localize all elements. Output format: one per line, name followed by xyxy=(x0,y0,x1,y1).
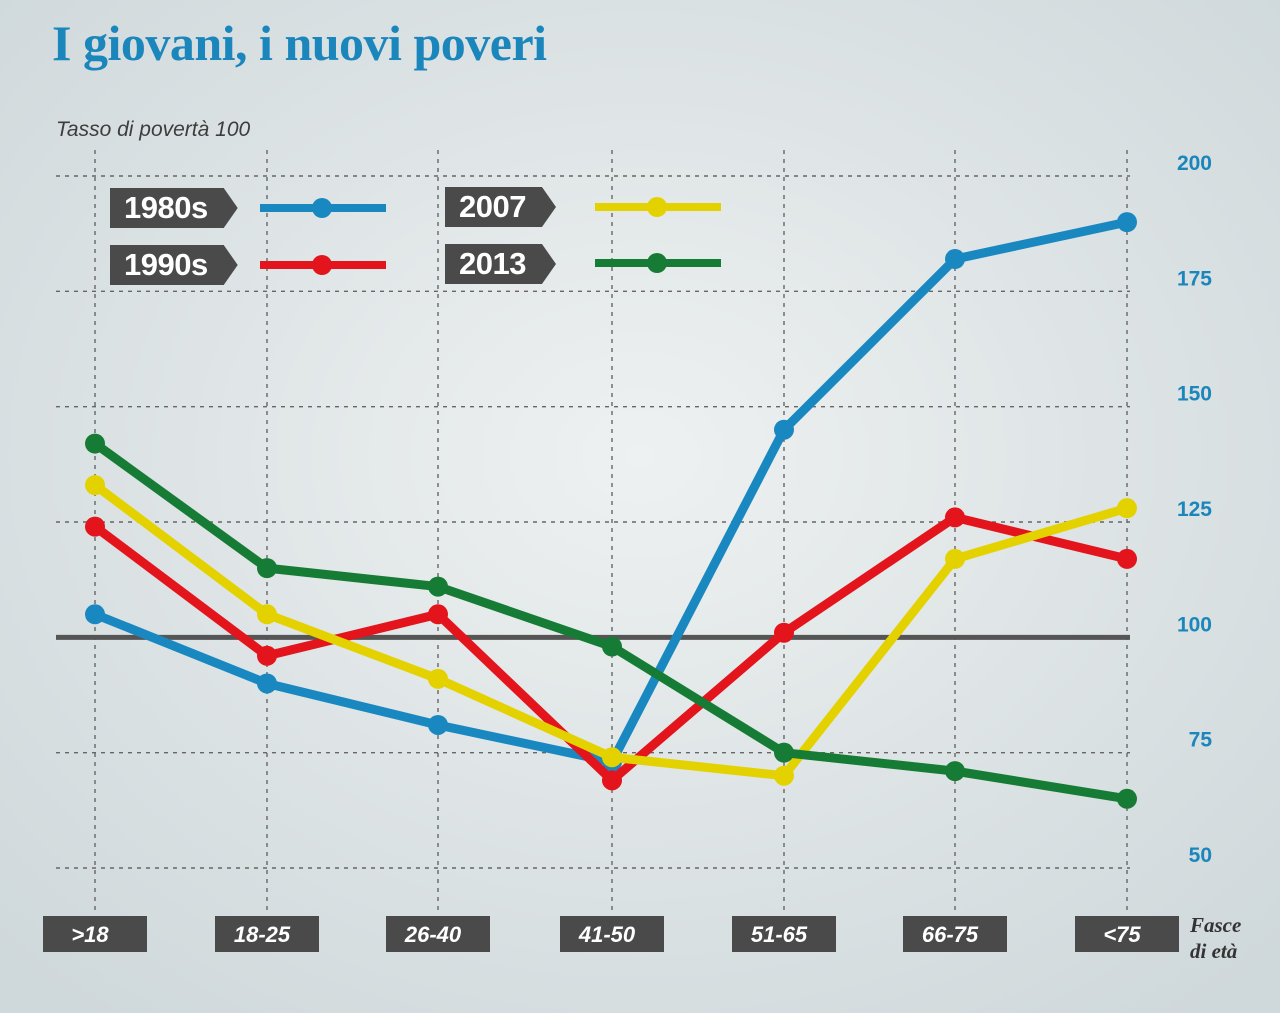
legend-label-2013: 2013 xyxy=(445,244,556,284)
y-tick-175: 175 xyxy=(1177,267,1212,290)
point-2013-66-75 xyxy=(945,761,965,782)
y-tick-125: 125 xyxy=(1177,498,1212,521)
x-axis-label-line1: Fasce xyxy=(1190,913,1242,937)
x-tick-label-26-40: 26-40 xyxy=(404,922,462,947)
legend-swatch-1980s xyxy=(260,198,386,218)
series-2013 xyxy=(85,433,1137,809)
point-2007-18 xyxy=(85,475,105,496)
y-axis-label: Tasso di povertà 100 xyxy=(56,118,251,141)
point-2007-66-75 xyxy=(945,548,965,569)
x-tick-26-40: 26-40 xyxy=(386,916,490,952)
point-1990s-66-75 xyxy=(945,507,965,528)
x-tick-label-51-65: 51-65 xyxy=(751,922,808,947)
point-1990s-26-40 xyxy=(428,604,448,625)
x-tick-label-41-50: 41-50 xyxy=(578,922,636,947)
x-tick-18-25: 18-25 xyxy=(215,916,319,952)
point-1980s-18-25 xyxy=(257,673,277,694)
point-2013-18 xyxy=(85,433,105,454)
series-group xyxy=(85,212,1137,809)
point-1980s-18 xyxy=(85,604,105,625)
legend-label-1990s: 1990s xyxy=(110,245,238,285)
point-2013-41-50 xyxy=(602,636,622,657)
point-2007-26-40 xyxy=(428,668,448,689)
x-tick-18: >18 xyxy=(43,916,147,952)
point-2013-18-25 xyxy=(257,558,277,579)
x-tick-41-50: 41-50 xyxy=(560,916,664,952)
point-1980s-66-75 xyxy=(945,249,965,270)
y-tick-75: 75 xyxy=(1189,729,1213,752)
series-1990s xyxy=(85,507,1137,791)
point-1980s-26-40 xyxy=(428,714,448,735)
point-2013-26-40 xyxy=(428,576,448,597)
x-tick-51-65: 51-65 xyxy=(732,916,836,952)
x-tick-label-75: <75 xyxy=(1103,922,1141,947)
y-tick-50: 50 xyxy=(1189,844,1212,867)
legend-swatches xyxy=(260,197,721,275)
x-tick-66-75: 66-75 xyxy=(903,916,1007,952)
point-1990s-18-25 xyxy=(257,645,277,666)
point-2013-51-65 xyxy=(774,742,794,763)
x-ticks: >18 18-25 26-40 41-50 51-65 66-75 <75 xyxy=(43,916,1179,952)
y-tick-200: 200 xyxy=(1177,152,1212,175)
x-tick-label-18-25: 18-25 xyxy=(234,922,291,947)
legend-label-1980s: 1980s xyxy=(110,188,238,228)
y-ticks: 50 75 100 125 150 175 200 xyxy=(1177,152,1212,867)
point-1990s-75 xyxy=(1117,548,1137,569)
y-tick-100: 100 xyxy=(1177,613,1212,636)
y-tick-150: 150 xyxy=(1177,383,1212,406)
legend-swatch-2013 xyxy=(595,253,721,273)
legend-label-2007: 2007 xyxy=(445,187,556,227)
point-2007-41-50 xyxy=(602,747,622,768)
point-1980s-51-65 xyxy=(774,419,794,440)
x-tick-75: <75 xyxy=(1075,916,1179,952)
legend-swatch-2007 xyxy=(595,197,721,217)
point-1990s-18 xyxy=(85,516,105,537)
legend-swatch-1990s xyxy=(260,255,386,275)
x-tick-label-66-75: 66-75 xyxy=(922,922,979,947)
point-2013-75 xyxy=(1117,788,1137,809)
point-2007-51-65 xyxy=(774,765,794,786)
point-2007-18-25 xyxy=(257,604,277,625)
x-axis-label: Fasce di età xyxy=(1190,912,1280,964)
series-2007 xyxy=(85,475,1137,786)
point-1980s-75 xyxy=(1117,212,1137,233)
point-2007-75 xyxy=(1117,498,1137,519)
point-1990s-41-50 xyxy=(602,770,622,791)
x-tick-label-18: >18 xyxy=(71,922,109,947)
x-axis-label-line2: di età xyxy=(1190,939,1238,963)
chart-title: I giovani, i nuovi poveri xyxy=(52,15,547,71)
point-1990s-51-65 xyxy=(774,622,794,643)
